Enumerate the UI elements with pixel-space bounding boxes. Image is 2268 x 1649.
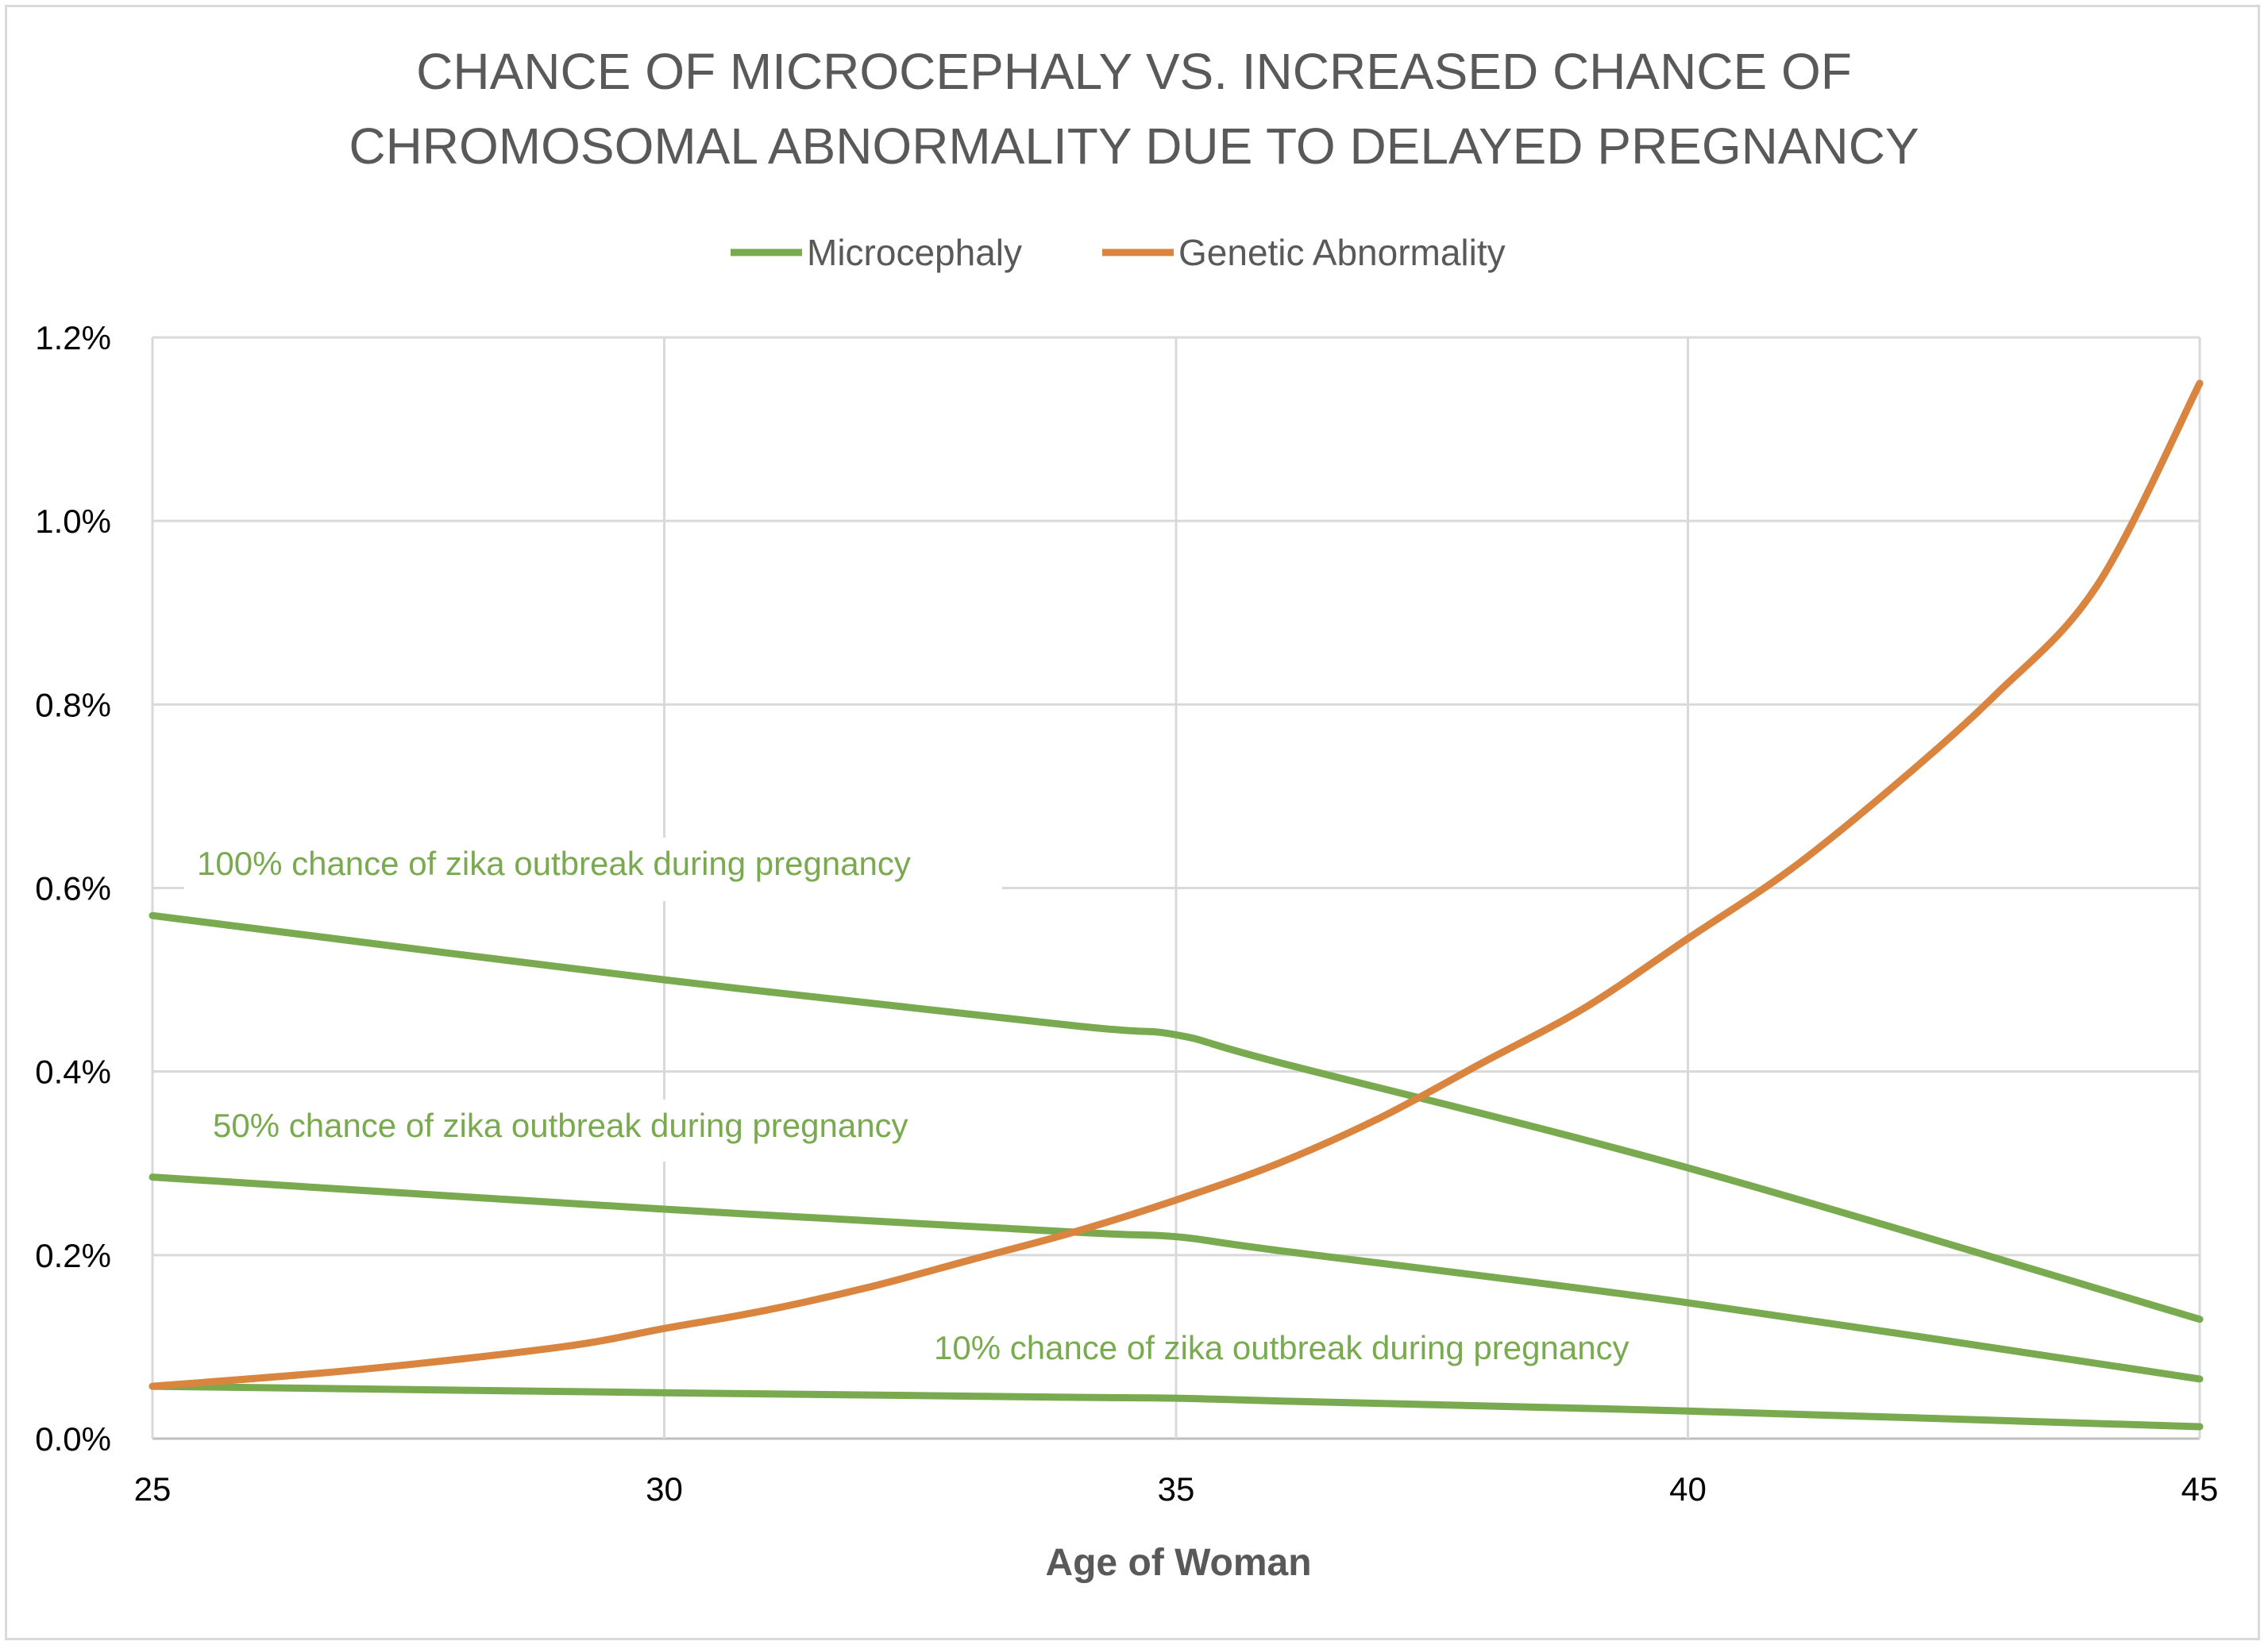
series-line-genetic-abnormality	[148, 380, 2204, 1390]
chart-title-line-2: CHROMOSOMAL ABNORMALITY DUE TO DELAYED P…	[349, 118, 1919, 175]
y-tick-label: 1.0%	[35, 503, 111, 540]
y-tick-label: 0.4%	[35, 1054, 111, 1091]
legend: Microcephaly Genetic Abnormality	[731, 232, 1506, 273]
x-tick-label: 45	[2181, 1470, 2219, 1508]
x-axis-ticks: 25 30 35 40 45	[134, 1470, 2219, 1508]
chart-frame	[5, 5, 2260, 1640]
x-tick-label: 40	[1669, 1470, 1707, 1508]
y-tick-label: 0.2%	[35, 1237, 111, 1274]
y-tick-label: 1.2%	[35, 319, 111, 356]
annotation-50-percent: 50% chance of zika outbreak during pregn…	[213, 1107, 908, 1144]
series-line-100-percent	[148, 911, 2204, 1323]
annotation-100-percent: 100% chance of zika outbreak during preg…	[197, 845, 911, 882]
legend-label-microcephaly: Microcephaly	[807, 232, 1022, 273]
y-tick-label: 0.6%	[35, 870, 111, 907]
x-tick-label: 30	[646, 1470, 683, 1508]
annotation-10-percent: 10% chance of zika outbreak during pregn…	[934, 1329, 1630, 1366]
x-tick-label: 25	[134, 1470, 172, 1508]
annotation-bg-100	[184, 838, 1002, 901]
y-axis-ticks: 0.0% 0.2% 0.4% 0.6% 0.8% 1.0% 1.2%	[35, 319, 111, 1458]
x-axis-title: Age of Woman	[1045, 1542, 1311, 1584]
series-annotations: 100% chance of zika outbreak during preg…	[184, 838, 1630, 1366]
gridlines	[151, 336, 2201, 1440]
series-line-10-percent	[148, 1382, 2204, 1431]
y-tick-label: 0.0%	[35, 1420, 111, 1458]
series-line-50-percent	[148, 1173, 2204, 1383]
series-lines	[148, 380, 2204, 1431]
y-tick-label: 0.8%	[35, 686, 111, 723]
annotation-bg-50	[200, 1100, 986, 1162]
chart-title-line-1: CHANCE OF MICROCEPHALY VS. INCREASED CHA…	[416, 43, 1852, 100]
x-tick-label: 35	[1158, 1470, 1195, 1508]
legend-label-genetic-abnormality: Genetic Abnormality	[1178, 232, 1506, 273]
